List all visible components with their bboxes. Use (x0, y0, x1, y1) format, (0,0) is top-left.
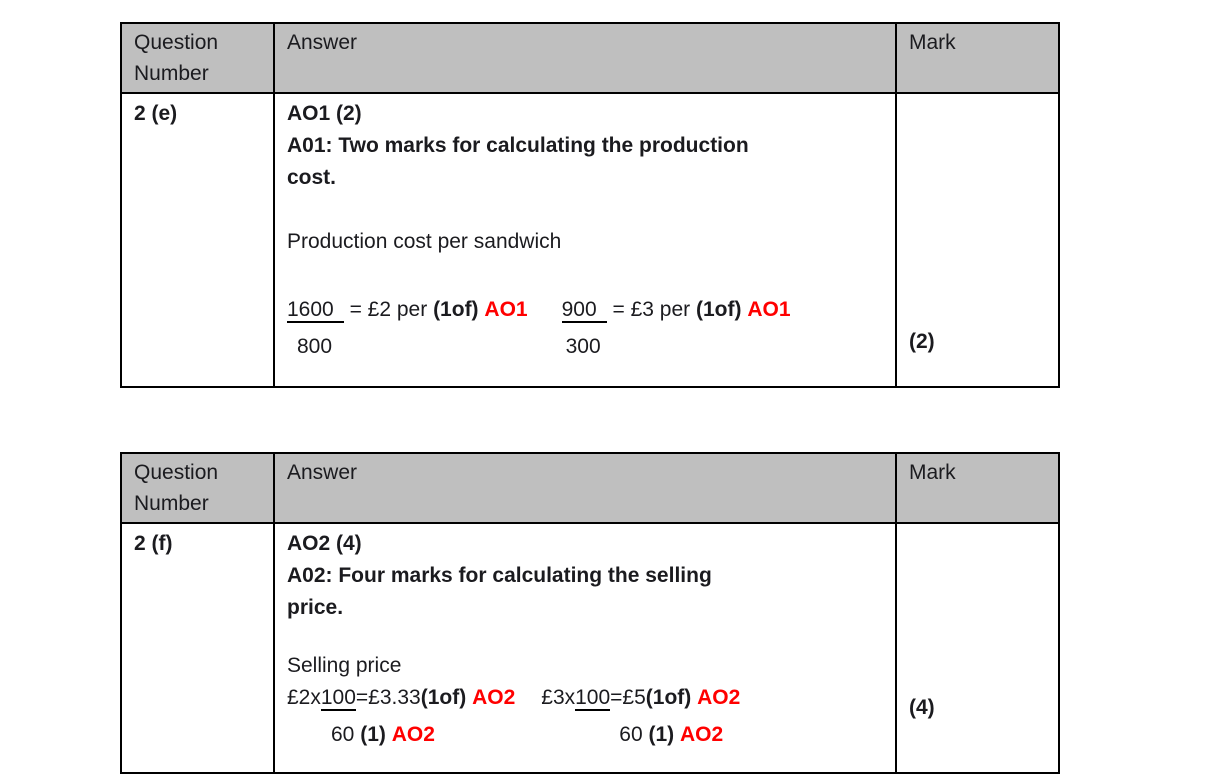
question-number-cell: 2 (f) (120, 522, 275, 774)
table-row: 2 (f) AO2 (4) A02: Four marks for calcul… (120, 522, 1060, 774)
ao-note-line: A01: Two marks for calculating the produ… (287, 134, 749, 157)
equation-prefix: £2x (287, 686, 321, 709)
equation-result: =£5 (610, 686, 646, 709)
question-number-column-header: Question Number (120, 452, 275, 524)
ao-tag: AO2 (679, 723, 724, 746)
ao-tag: AO2 (472, 686, 516, 709)
fraction-denominator: 300 (565, 335, 601, 358)
equation-text: = £3 per (612, 298, 691, 321)
equation-result: =£3.33 (355, 686, 421, 709)
ao-note-line: A02: Four marks for calculating the sell… (287, 564, 712, 587)
mark-cell: (2) (895, 92, 1060, 388)
answer-intro: Production cost per sandwich (287, 230, 562, 253)
of-mark: (1of) (645, 686, 692, 709)
ao-tag: AO1 (484, 298, 528, 321)
ao-note-line: price. (287, 596, 344, 619)
fraction-numerator: 900 (561, 298, 607, 323)
ao-title: AO2 (4) (287, 532, 362, 555)
header-row: Question Number Answer Mark (120, 22, 1060, 94)
working-calculation: 1600 = £2 per (1of) AO1 800 (287, 294, 528, 363)
ao-title: AO1 (2) (287, 102, 362, 125)
fraction-numerator: 100 (320, 686, 356, 711)
of-mark: (1of) (695, 298, 742, 321)
fraction-denominator: 60 (1) AO2 (331, 719, 515, 751)
question-number-column-header: Question Number (120, 22, 275, 94)
ao-tag: AO1 (747, 298, 791, 321)
answer-column-header: Answer (273, 22, 897, 94)
denominator-mark: (1) (360, 723, 386, 746)
working-calculation: £2x100=£3.33(1of) AO2 60 (1) AO2 (287, 682, 515, 751)
answer-cell: AO2 (4) A02: Four marks for calculating … (273, 522, 897, 774)
spacer (287, 194, 883, 226)
denominator-value: 60 (331, 723, 355, 746)
table-row: 2 (e) AO1 (2) A01: Two marks for calcula… (120, 92, 1060, 388)
fraction-top: £3x100=£5(1of) AO2 (541, 682, 740, 714)
header-row: Question Number Answer Mark (120, 452, 1060, 524)
mark-scheme-table-2e: Question Number Answer Mark 2 (e) AO1 (2… (120, 22, 1060, 388)
ao-tag: AO2 (391, 723, 435, 746)
mark-scheme-table-2f: Question Number Answer Mark 2 (f) AO2 (4… (120, 452, 1060, 774)
denominator-mark: (1) (648, 723, 675, 746)
working-calculation: 900 = £3 per (1of) AO1 300 (561, 294, 791, 363)
answer-intro: Selling price (287, 654, 402, 677)
mark-column-header: Mark (895, 22, 1060, 94)
fraction-denominator: 800 (297, 335, 333, 358)
fraction-numerator: 100 (575, 686, 611, 711)
spacer (287, 624, 883, 650)
mark-column-header: Mark (895, 452, 1060, 524)
equation-text: = £2 per (349, 298, 428, 321)
table-header-2f: Question Number Answer Mark (120, 452, 1060, 524)
answer-column-header: Answer (273, 452, 897, 524)
question-number-cell: 2 (e) (120, 92, 275, 388)
of-mark: (1of) (433, 298, 479, 321)
mark-cell: (4) (895, 522, 1060, 774)
equation-prefix: £3x (541, 686, 576, 709)
spacer (287, 258, 883, 294)
fraction-denominator: 60 (1) AO2 (619, 719, 740, 751)
table-header-2e: Question Number Answer Mark (120, 22, 1060, 94)
fraction-top: 1600 = £2 per (1of) AO1 (287, 294, 528, 326)
of-mark: (1of) (420, 686, 467, 709)
fraction-top: £2x100=£3.33(1of) AO2 (287, 682, 515, 714)
workings: 1600 = £2 per (1of) AO1 800 900 = £3 per… (287, 294, 883, 363)
workings: £2x100=£3.33(1of) AO2 60 (1) AO2 £3x100=… (287, 682, 883, 751)
working-calculation: £3x100=£5(1of) AO2 60 (1) AO2 (541, 682, 740, 751)
denominator-value: 60 (619, 723, 643, 746)
fraction-top: 900 = £3 per (1of) AO1 (561, 294, 791, 326)
ao-note-line: cost. (287, 166, 337, 189)
ao-tag: AO2 (697, 686, 741, 709)
answer-cell: AO1 (2) A01: Two marks for calculating t… (273, 92, 897, 388)
fraction-numerator: 1600 (287, 298, 344, 323)
